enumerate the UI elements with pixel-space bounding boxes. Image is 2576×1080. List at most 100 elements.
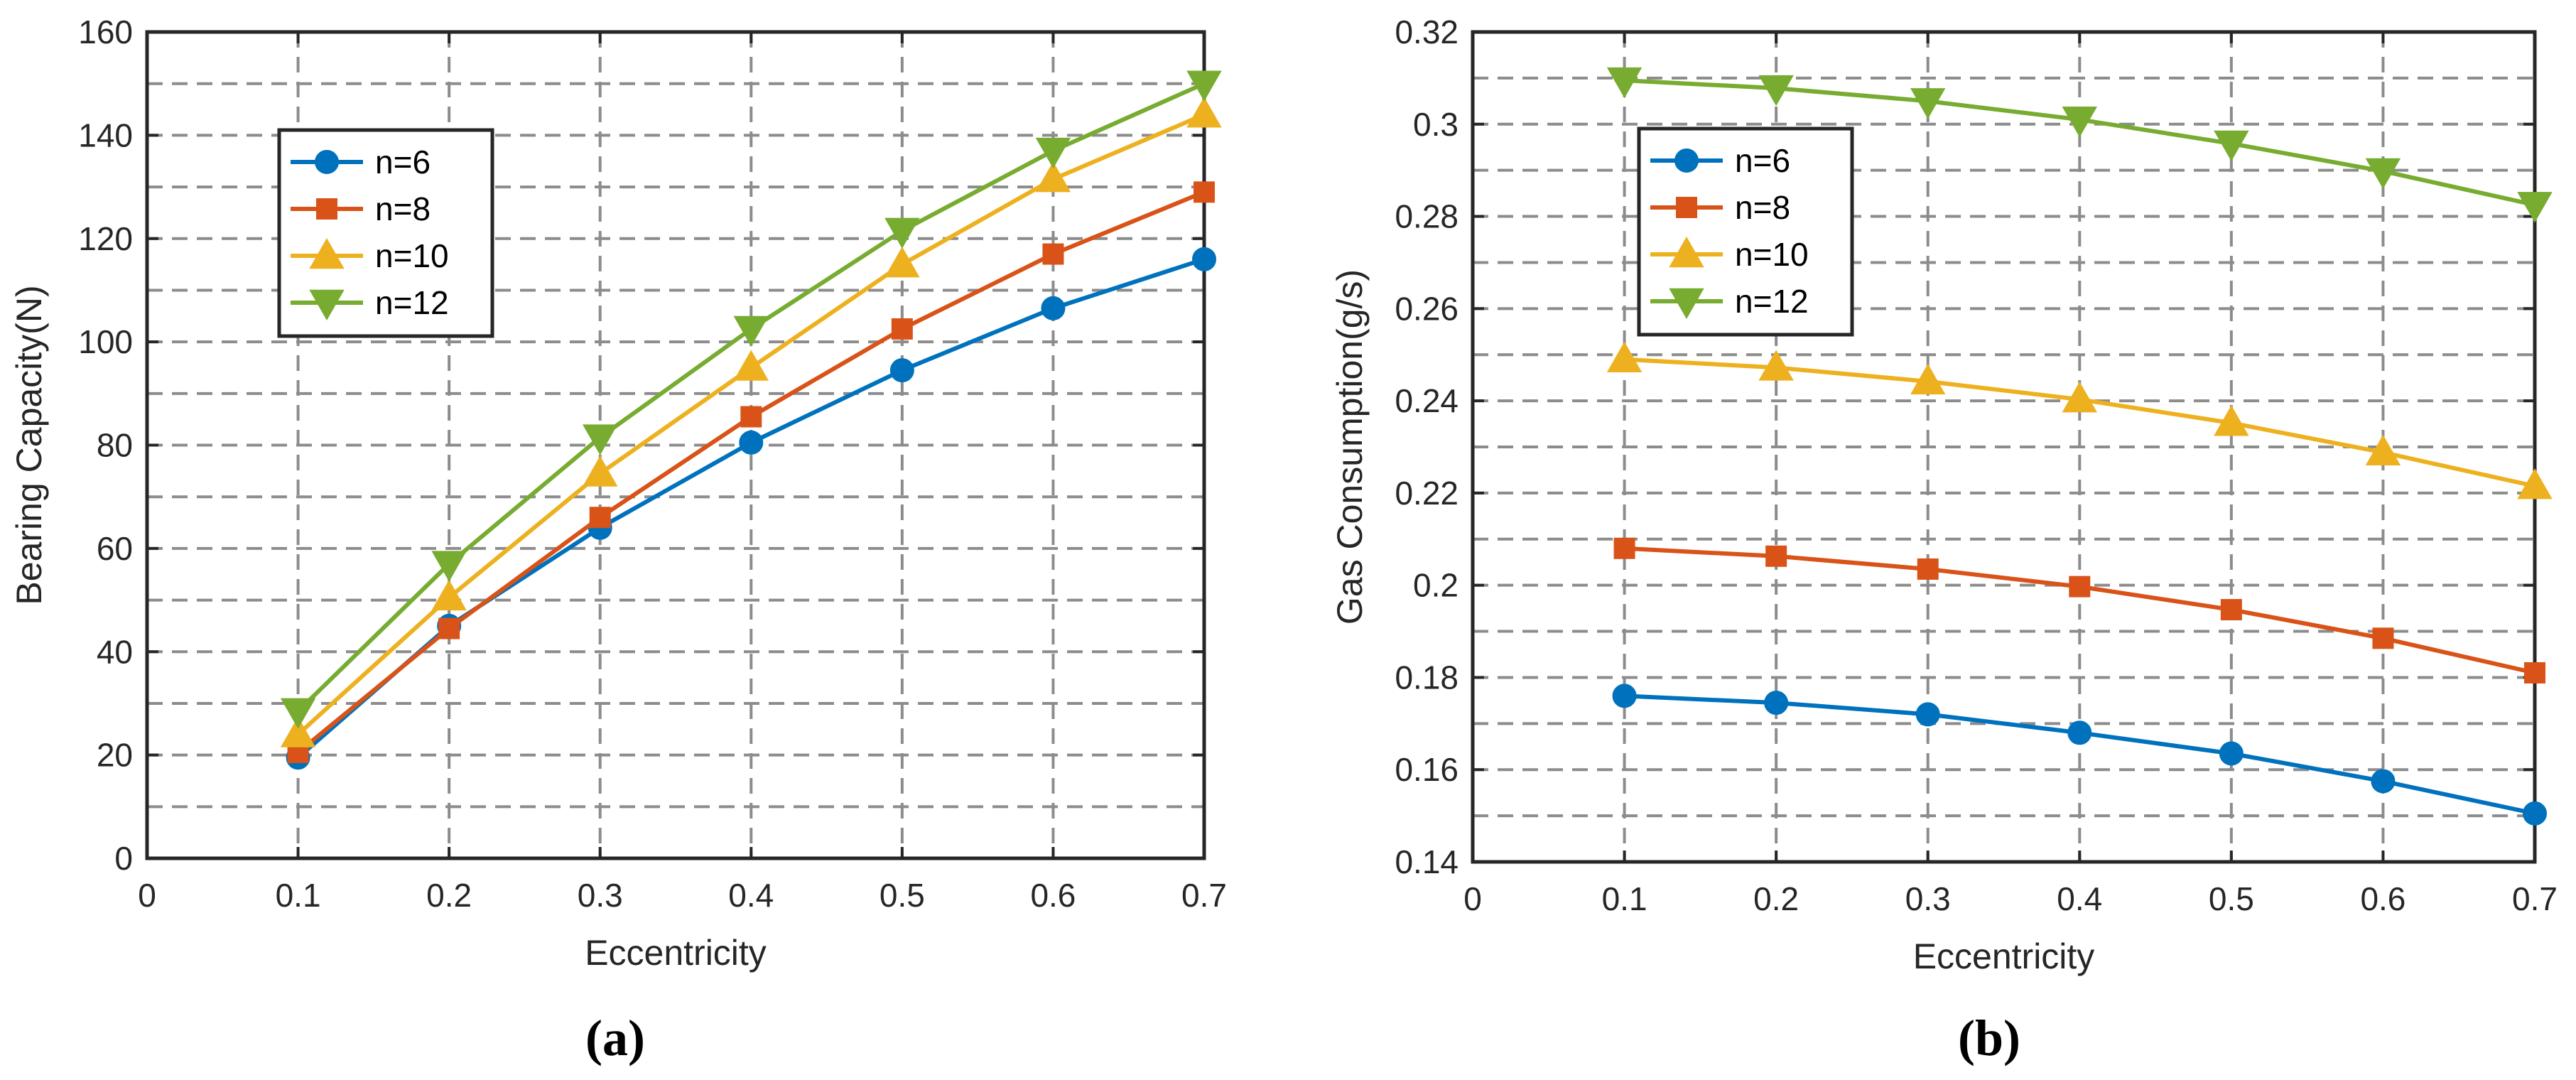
data-point [1186,70,1222,102]
y-axis-label: Gas Consumption(g/s) [1330,269,1370,625]
legend-item: n=6 [291,144,431,180]
legend-label: n=8 [1735,189,1790,226]
legend-label: n=8 [375,190,431,227]
x-tick-label: 0.3 [578,877,623,914]
y-tick-label: 100 [78,323,133,360]
data-point [2220,599,2242,621]
data-point [889,358,914,383]
legend-label: n=12 [1735,283,1809,320]
legend-marker [1669,236,1704,268]
legend-item: n=8 [1650,189,1790,226]
y-tick-label: 80 [97,427,133,464]
series-n=10 [280,97,1222,747]
y-tick-label: 120 [78,220,133,257]
data-point [884,217,920,249]
data-point [2365,434,2401,466]
data-point [1035,137,1071,169]
data-point [733,350,769,381]
y-axis-label: Bearing Capacity(N) [9,285,49,605]
legend-item: n=12 [1650,283,1809,320]
data-point [2523,801,2547,826]
x-tick-label: 0.2 [426,877,472,914]
data-point [2372,627,2394,649]
legend-label: n=12 [375,284,449,321]
x-tick-label: 0.4 [2057,880,2102,917]
data-point [1917,558,1939,580]
data-point [1606,341,1643,372]
legend-label: n=6 [1735,142,1790,179]
x-axis-label: Eccentricity [1913,936,2095,976]
panel-caption: (a) [585,1010,645,1066]
data-point [2517,468,2553,500]
data-point [2371,769,2396,794]
series-n=8 [287,181,1215,763]
x-tick-label: 0.7 [2512,880,2558,917]
y-tick-label: 0.3 [1413,106,1459,143]
legend-item: n=8 [291,190,431,227]
legend: n=6 n=8 n=10 n=12 [277,128,494,338]
y-tick-label: 0.14 [1395,843,1459,880]
y-tick-label: 0.18 [1395,659,1459,696]
y-tick-label: 20 [97,737,133,774]
x-tick-label: 0.5 [880,877,925,914]
data-point [280,698,316,729]
y-tick-label: 0.26 [1395,290,1459,327]
data-point [1192,247,1216,271]
legend-marker [1676,197,1697,218]
x-tick-label: 0.7 [1181,877,1227,914]
y-tick-label: 40 [97,633,133,670]
legend: n=6 n=8 n=10 n=12 [1637,126,1854,337]
series-n=8 [1613,537,2545,684]
x-tick-label: 0 [138,877,156,914]
data-point [589,507,611,529]
data-point [740,406,762,428]
x-axis-label: Eccentricity [585,933,767,973]
y-tick-label: 0.22 [1395,475,1459,512]
series-n=10 [1606,341,2553,500]
y-tick-label: 0.16 [1395,751,1459,788]
legend-item: n=12 [291,284,449,321]
x-tick-label: 0.1 [1602,880,1647,917]
x-tick-label: 0.3 [1905,880,1951,917]
legend-label: n=10 [375,237,449,274]
data-point [2069,576,2091,598]
y-tick-label: 140 [78,117,133,153]
x-tick-label: 0.1 [276,877,321,914]
data-point [1612,684,1637,708]
data-point [1915,702,1940,727]
data-point [739,430,764,455]
y-tick-label: 0.28 [1395,198,1459,235]
data-point [1606,67,1643,99]
data-point [884,247,920,278]
x-tick-label: 0.2 [1753,880,1799,917]
panel-caption: (b) [1958,1010,2020,1066]
data-point [2214,130,2249,162]
data-point [2214,405,2249,436]
legend-marker [309,237,345,269]
legend-label: n=6 [375,144,431,180]
x-tick-label: 0.4 [728,877,774,914]
chart-panel-a: 0 0.1 0.2 0.3 0.4 0.5 0.6 0.7 0 20 40 60 80 100 120 140… [9,14,1227,1066]
legend-item: n=10 [1650,236,1809,273]
data-point [733,315,769,347]
x-tick-label: 0 [1463,880,1482,917]
legend-marker [316,198,337,220]
data-point [2219,741,2244,766]
data-point [2062,107,2098,138]
data-point [438,617,460,639]
data-point [280,716,316,747]
series-n=12 [280,70,1222,729]
legend-marker [309,289,345,321]
data-point [1765,545,1787,567]
data-point [891,318,913,340]
y-tick-label: 0.2 [1413,567,1459,604]
data-point [1910,363,1946,395]
y-tick-label: 60 [97,530,133,567]
data-point [1035,161,1071,193]
data-point [1041,296,1066,320]
series-n=12 [1606,67,2553,223]
data-point [431,551,467,582]
legend-marker [1674,148,1699,173]
data-point [1186,97,1222,128]
